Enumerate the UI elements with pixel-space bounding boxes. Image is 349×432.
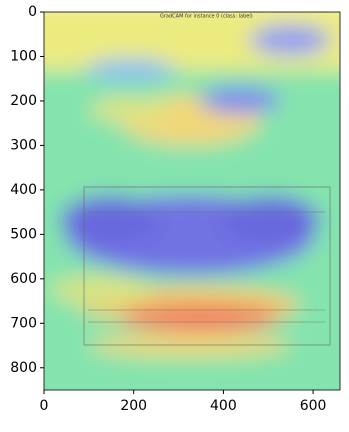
chart: GradCAM for instance 0 (class: label) 0 2… <box>0 0 349 428</box>
y-tick-label: 700 <box>10 315 37 331</box>
y-tick-label: 600 <box>10 271 37 287</box>
x-tick-label: 600 <box>300 398 327 414</box>
y-tick-label: 100 <box>10 48 37 64</box>
x-tick-label: 400 <box>210 398 237 414</box>
y-tick-label: 0 <box>28 4 37 20</box>
x-tick-label: 0 <box>40 398 49 414</box>
y-tick-label: 500 <box>10 226 37 242</box>
x-tick-label: 200 <box>120 398 147 414</box>
image: GradCAM for instance 0 (class: label) <box>20 0 349 420</box>
image-title: GradCAM for instance 0 (class: label) <box>160 14 253 20</box>
y-tick-label: 800 <box>10 360 37 376</box>
y-tick-label: 400 <box>10 182 37 198</box>
y-tick-label: 200 <box>10 93 37 109</box>
y-tick-label: 300 <box>10 137 37 153</box>
